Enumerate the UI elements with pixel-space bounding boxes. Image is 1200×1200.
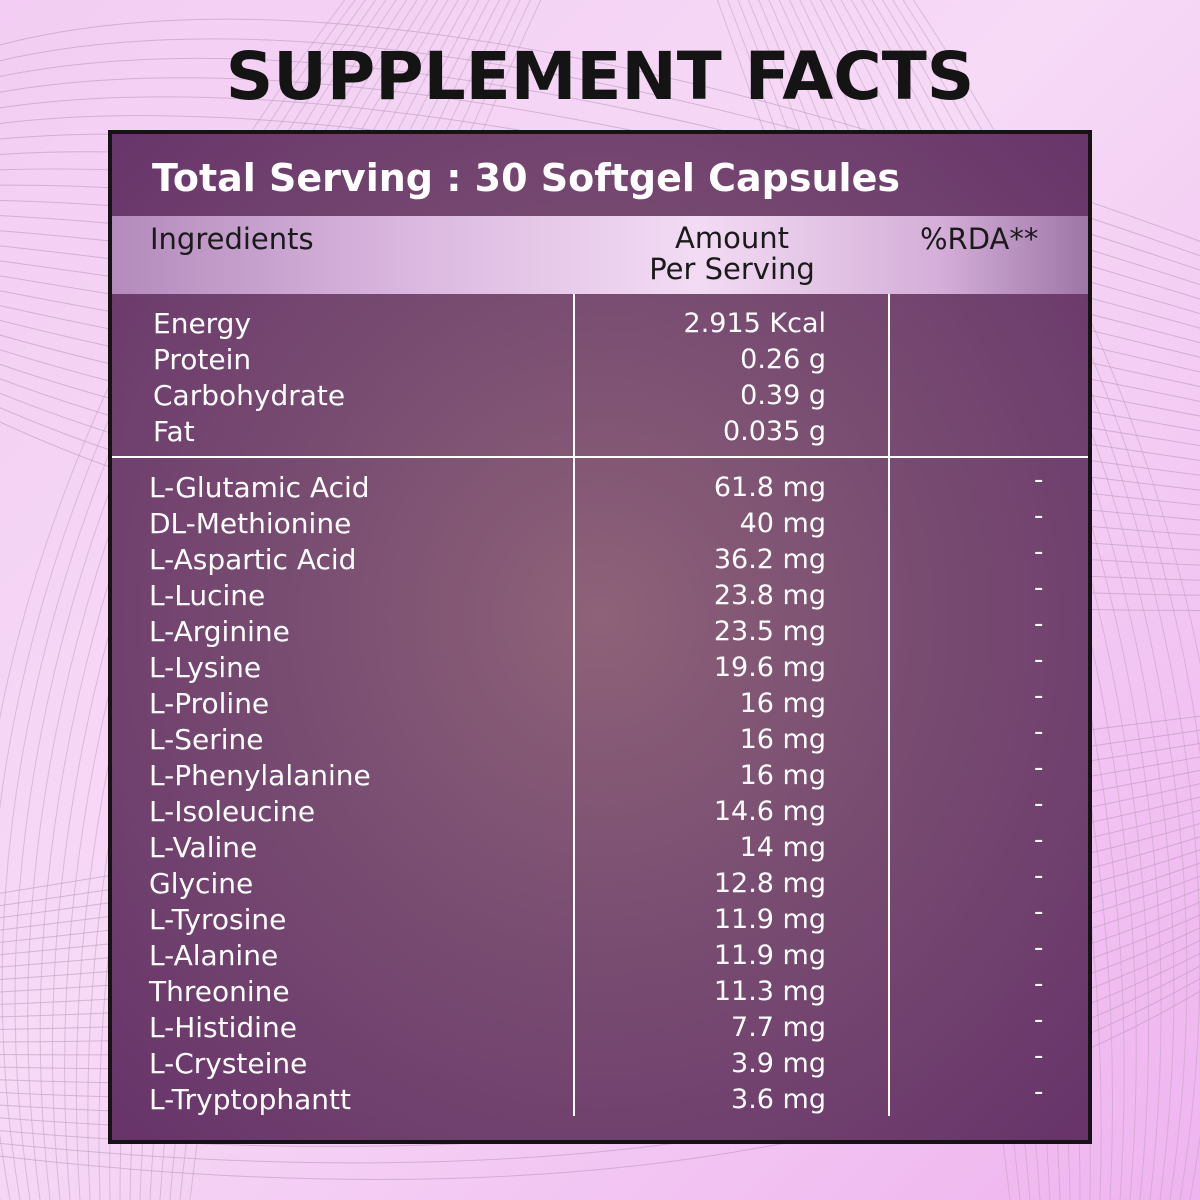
ingredient-name: L-Isoleucine [149,795,316,828]
supplement-facts-panel: Total Serving : 30 Softgel Capsules Ingr… [108,130,1092,1144]
ingredient-amount: 16 mg [739,760,826,791]
ingredient-name: L-Lysine [149,651,262,684]
amino-acid-row: L-Tryptophantt 3.6 mg - [112,1077,1088,1118]
ingredient-name: L-Arginine [149,615,290,648]
amino-acid-row: L-Phenylalanine 16 mg - [112,753,1088,794]
amino-acid-row: L-Lysine 19.6 mg - [112,645,1088,686]
nutrition-section: Energy 2.915 Kcal Protein 0.26 g Carbohy… [112,306,1088,450]
ingredient-name: L-Crysteine [149,1047,308,1080]
ingredient-rda: - [1034,501,1044,531]
amino-acid-row: L-Histidine 7.7 mg - [112,1005,1088,1046]
ingredient-rda: - [1034,825,1044,855]
amino-acid-row: L-Proline 16 mg - [112,681,1088,722]
column-divider-2 [888,294,890,1116]
ingredient-name: L-Tryptophantt [149,1083,351,1116]
ingredient-name: L-Tyrosine [149,903,287,936]
page-title: SUPPLEMENT FACTS [225,38,975,115]
background-wave-line [0,990,1200,1181]
ingredient-name: L-Aspartic Acid [149,543,357,576]
amino-acid-row: L-Aspartic Acid 36.2 mg - [112,537,1088,578]
ingredient-amount: 0.39 g [740,380,826,411]
ingredient-amount: 2.915 Kcal [683,308,826,339]
ingredient-amount: 11.3 mg [713,976,826,1007]
ingredient-name: Glycine [149,867,254,900]
ingredient-amount: 23.8 mg [713,580,826,611]
ingredient-rda: - [1034,645,1044,675]
ingredient-amount: 16 mg [739,724,826,755]
amino-acid-row: DL-Methionine 40 mg - [112,501,1088,542]
amino-acid-row: L-Crysteine 3.9 mg - [112,1041,1088,1082]
amount-header-line1: Amount [675,221,789,255]
nutrition-row: Energy 2.915 Kcal [112,306,1088,342]
ingredient-amount: 16 mg [739,688,826,719]
total-serving-heading: Total Serving : 30 Softgel Capsules [152,156,900,200]
amount-header-line2: Per Serving [649,252,815,286]
ingredient-rda: - [1034,717,1044,747]
ingredient-name: Threonine [149,975,290,1008]
ingredient-name: L-Proline [149,687,270,720]
ingredient-rda: - [1034,861,1044,891]
ingredient-name: L-Glutamic Acid [149,471,370,504]
rda-column-header: %RDA** [920,222,1039,256]
ingredient-name: Fat [153,415,195,448]
amount-column-header: Amount Per Serving [632,223,832,285]
ingredient-amount: 61.8 mg [713,472,826,503]
ingredient-name: Energy [153,307,252,340]
column-divider-1 [573,294,575,1116]
ingredient-rda: - [1034,753,1044,783]
ingredient-amount: 3.9 mg [731,1048,826,1079]
ingredient-rda: - [1034,573,1044,603]
ingredient-amount: 3.6 mg [731,1084,826,1115]
ingredient-rda: - [1034,933,1044,963]
section-divider [112,456,1088,458]
nutrition-row: Protein 0.26 g [112,342,1088,378]
amino-acid-row: L-Lucine 23.8 mg - [112,573,1088,614]
ingredient-amount: 0.26 g [740,344,826,375]
ingredient-rda: - [1034,789,1044,819]
ingredient-name: L-Histidine [149,1011,297,1044]
ingredient-amount: 40 mg [739,508,826,539]
ingredient-name: DL-Methionine [149,507,352,540]
amino-acid-row: Glycine 12.8 mg - [112,861,1088,902]
ingredient-amount: 11.9 mg [713,940,826,971]
nutrition-row: Carbohydrate 0.39 g [112,378,1088,414]
ingredient-rda: - [1034,465,1044,495]
ingredient-amount: 14 mg [739,832,826,863]
ingredient-rda: - [1034,609,1044,639]
ingredient-amount: 19.6 mg [713,652,826,683]
ingredient-rda: - [1034,969,1044,999]
ingredient-rda: - [1034,1005,1044,1035]
amino-acid-section: L-Glutamic Acid 61.8 mg - DL-Methionine … [112,465,1088,1118]
amino-acid-row: L-Isoleucine 14.6 mg - [112,789,1088,830]
amino-acid-row: L-Serine 16 mg - [112,717,1088,758]
ingredient-name: L-Serine [149,723,264,756]
ingredient-name: L-Alanine [149,939,279,972]
ingredients-column-header: Ingredients [150,222,314,256]
ingredient-rda: - [1034,1041,1044,1071]
column-header-row: Ingredients Amount Per Serving %RDA** [112,216,1088,294]
ingredient-rda: - [1034,1077,1044,1107]
amino-acid-row: Threonine 11.3 mg - [112,969,1088,1010]
ingredient-rda: - [1034,897,1044,927]
ingredient-amount: 36.2 mg [713,544,826,575]
amino-acid-row: L-Alanine 11.9 mg - [112,933,1088,974]
ingredient-amount: 0.035 g [722,416,826,447]
amino-acid-row: L-Arginine 23.5 mg - [112,609,1088,650]
ingredient-name: L-Valine [149,831,258,864]
amino-acid-row: L-Glutamic Acid 61.8 mg - [112,465,1088,506]
amino-acid-row: L-Valine 14 mg - [112,825,1088,866]
ingredient-rda: - [1034,681,1044,711]
ingredient-amount: 14.6 mg [713,796,826,827]
ingredient-amount: 23.5 mg [713,616,826,647]
ingredient-amount: 7.7 mg [731,1012,826,1043]
ingredient-name: L-Lucine [149,579,266,612]
ingredient-amount: 11.9 mg [713,904,826,935]
amino-acid-row: L-Tyrosine 11.9 mg - [112,897,1088,938]
nutrition-row: Fat 0.035 g [112,414,1088,450]
ingredient-name: Carbohydrate [153,379,346,412]
ingredient-rda: - [1034,537,1044,567]
ingredient-name: Protein [153,343,252,376]
ingredient-name: L-Phenylalanine [149,759,371,792]
ingredient-amount: 12.8 mg [713,868,826,899]
